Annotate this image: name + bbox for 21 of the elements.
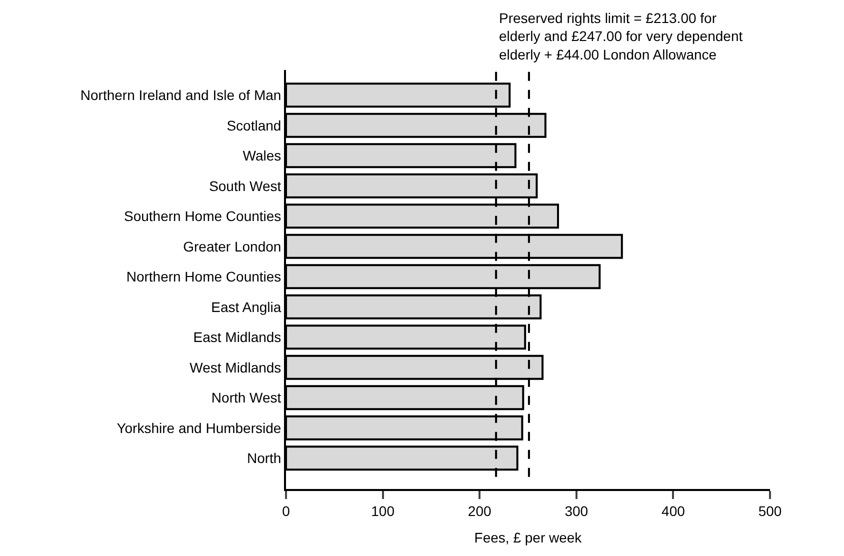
y-tick-label: Greater London [183,238,282,254]
x-tick-label: 100 [371,502,395,519]
y-tick-label: Wales [242,148,282,164]
y-tick-label: South West [209,178,282,194]
y-tick-label: West Midlands [190,359,282,376]
text: Preserved rights limit = £213.00 for elderly and £247.00 for very dependent elderly + £44.00 London Allowance [499,10,743,62]
y-tick-label: East Anglia [211,298,282,315]
y-tick-label: Northern Home Counties [126,268,282,285]
x-tick-label: 0 [282,502,290,519]
y-tick-label: North West [211,390,282,406]
x-tick-label: 300 [564,502,588,519]
y-tick-label: North [246,450,282,466]
x-tick-label: 200 [468,502,492,519]
y-tick-label: Northern Ireland and Isle of Man [80,87,282,104]
y-tick-label: Southern Home Counties [124,208,282,224]
x-tick-label: 500 [758,502,782,519]
y-tick-label: Yorkshire and Humberside [116,420,282,436]
x-axis-title: Fees, £ per week [474,530,583,546]
y-tick-label: East Midlands [193,329,282,346]
y-tick-label: Scotland [226,117,282,134]
x-tick-label: 400 [662,502,686,519]
